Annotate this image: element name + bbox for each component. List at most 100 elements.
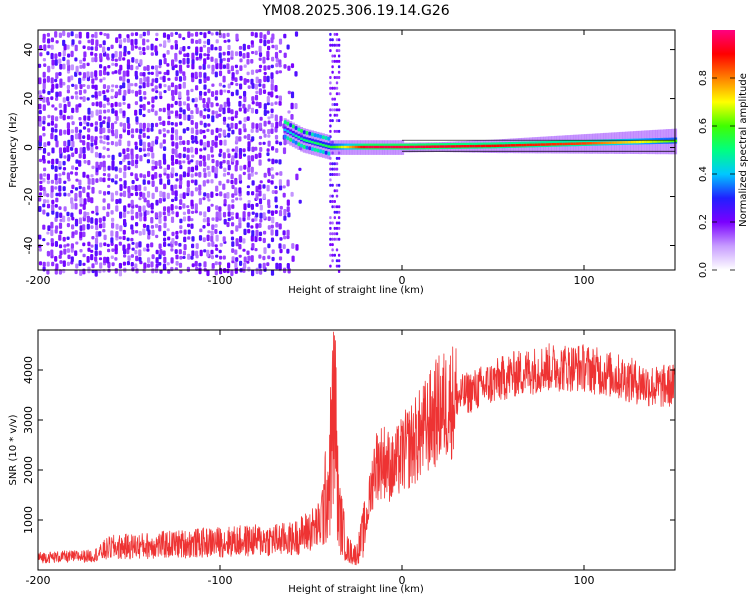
spectrogram-noise-cell	[155, 90, 159, 94]
spectrogram-noise-cell	[247, 166, 251, 173]
spectrogram-noise-cell	[255, 101, 259, 107]
spectrogram-noise-cell	[66, 211, 70, 217]
spectrogram-signal-cell	[453, 145, 456, 148]
spectrogram-noise-cell	[230, 211, 235, 216]
spectrogram-signal-cell	[398, 145, 402, 149]
spectrogram-noise-cell	[331, 200, 334, 203]
spectrogram-signal-cell	[360, 145, 364, 149]
spectrogram-noise-cell	[155, 77, 159, 84]
spectrogram-noise-cell	[238, 244, 242, 250]
spectrogram-noise-cell	[122, 244, 126, 252]
spectrogram-signal-cell	[406, 145, 410, 149]
spectrogram-noise-cell	[118, 51, 123, 58]
spectrogram-noise-cell	[82, 204, 86, 210]
spectrogram-noise-cell	[275, 63, 279, 68]
spectrogram-noise-cell	[119, 85, 123, 89]
spectrogram-noise-cell	[102, 146, 106, 150]
spectrogram-signal-cell	[619, 141, 623, 144]
spectrogram-noise-cell	[187, 31, 191, 38]
spectrogram-noise-cell	[163, 146, 167, 151]
spectrogram-noise-cell	[115, 190, 119, 196]
spectrogram-noise-cell	[251, 191, 255, 196]
spectrogram-noise-cell	[234, 77, 238, 83]
spectrogram-noise-cell	[207, 88, 211, 94]
spectrogram-noise-cell	[47, 141, 51, 146]
spectrogram-noise-cell	[250, 225, 254, 229]
spectrogram-noise-cell	[55, 225, 59, 230]
spectrogram-noise-cell	[62, 56, 66, 62]
spectrogram-noise-cell	[46, 193, 50, 198]
spectrogram-noise-cell	[206, 222, 210, 227]
spectrogram-signal-cell	[286, 130, 290, 133]
spectrogram-noise-cell	[215, 247, 219, 251]
spectrogram-signal-cell	[545, 143, 549, 146]
spectrogram-noise-cell	[103, 116, 107, 120]
spectrogram-noise-cell	[90, 249, 94, 253]
spectrogram-noise-cell	[86, 122, 90, 127]
spectrogram-signal-cell	[327, 151, 331, 156]
spectrogram-noise-cell	[150, 146, 154, 153]
spectrogram-noise-cell	[127, 160, 131, 166]
spectrogram-noise-cell	[99, 31, 103, 36]
spectrogram-noise-cell	[42, 120, 46, 125]
spectrogram-signal-cell	[384, 145, 388, 149]
spectrogram-noise-cell	[333, 253, 336, 257]
spectrogram-noise-cell	[333, 59, 336, 63]
spectrogram-noise-cell	[278, 141, 283, 146]
spectrogram-noise-cell	[70, 190, 74, 194]
spectrogram-noise-cell	[170, 266, 174, 272]
spectrogram-noise-cell	[215, 127, 219, 133]
spectrogram-noise-cell	[147, 170, 151, 178]
spectrogram-noise-cell	[139, 122, 143, 129]
spectrogram-noise-cell	[95, 161, 99, 168]
spectrogram-noise-cell	[259, 218, 263, 223]
spectrogram-noise-cell	[151, 159, 155, 165]
spectrogram-noise-cell	[106, 135, 110, 141]
spectrogram-noise-cell	[54, 165, 58, 172]
spectrogram-noise-cell	[294, 71, 298, 77]
spectrogram-noise-cell	[75, 178, 79, 182]
spectrogram-noise-cell	[203, 40, 207, 44]
spectrogram-noise-cell	[239, 197, 243, 201]
spectrogram-noise-cell	[207, 46, 211, 54]
spectrogram-noise-cell	[275, 229, 279, 237]
spectrogram-noise-cell	[42, 224, 46, 230]
spectrogram-noise-cell	[333, 189, 336, 193]
spectrogram-noise-cell	[59, 212, 63, 218]
spectrogram-noise-cell	[55, 83, 59, 89]
spectrogram-signal-cell	[428, 145, 432, 148]
spectrogram-signal-cell	[515, 144, 519, 147]
spectrogram-noise-cell	[251, 96, 255, 102]
spectrogram-noise-cell	[238, 128, 242, 135]
spectrogram-noise-cell	[86, 134, 91, 141]
spectrogram-x-axis: -200 -100 0 100	[26, 30, 595, 287]
spectrogram-noise-cell	[337, 54, 341, 58]
spectrogram-noise-cell	[170, 45, 174, 50]
spectrogram-noise-cell	[178, 152, 182, 159]
spectrogram-noise-cell	[267, 243, 271, 249]
spectrogram-noise-cell	[135, 116, 139, 123]
spectrogram-noise-cell	[329, 92, 332, 96]
spectrogram-noise-cell	[230, 179, 234, 185]
spectrogram-signal-cell	[319, 134, 323, 139]
spectrogram-noise-cell	[178, 249, 182, 255]
spectrogram-noise-cell	[146, 76, 150, 83]
spectrogram-noise-cell	[270, 108, 274, 114]
spectrogram-noise-cell	[271, 146, 275, 151]
spectrogram-noise-cell	[279, 248, 283, 254]
spectrogram-noise-cell	[130, 199, 134, 206]
spectrogram-noise-cell	[258, 135, 263, 140]
spectrogram-noise-cell	[123, 165, 127, 171]
spectrogram-noise-cell	[122, 122, 127, 130]
spectrogram-noise-cell	[55, 211, 59, 219]
spectrogram-noise-cell	[50, 164, 55, 170]
spectrogram-noise-cell	[111, 71, 115, 75]
spectrogram-noise-cell	[66, 172, 70, 180]
spectrogram-noise-cell	[162, 32, 167, 38]
spectrogram-noise-cell	[146, 135, 150, 139]
spectrogram-noise-cell	[190, 199, 194, 207]
spectrogram-noise-cell	[55, 72, 59, 79]
spectrogram-signal-cell	[450, 145, 454, 148]
spectrogram-noise-cell	[337, 108, 341, 112]
spectrogram-noise-cell	[230, 65, 234, 72]
